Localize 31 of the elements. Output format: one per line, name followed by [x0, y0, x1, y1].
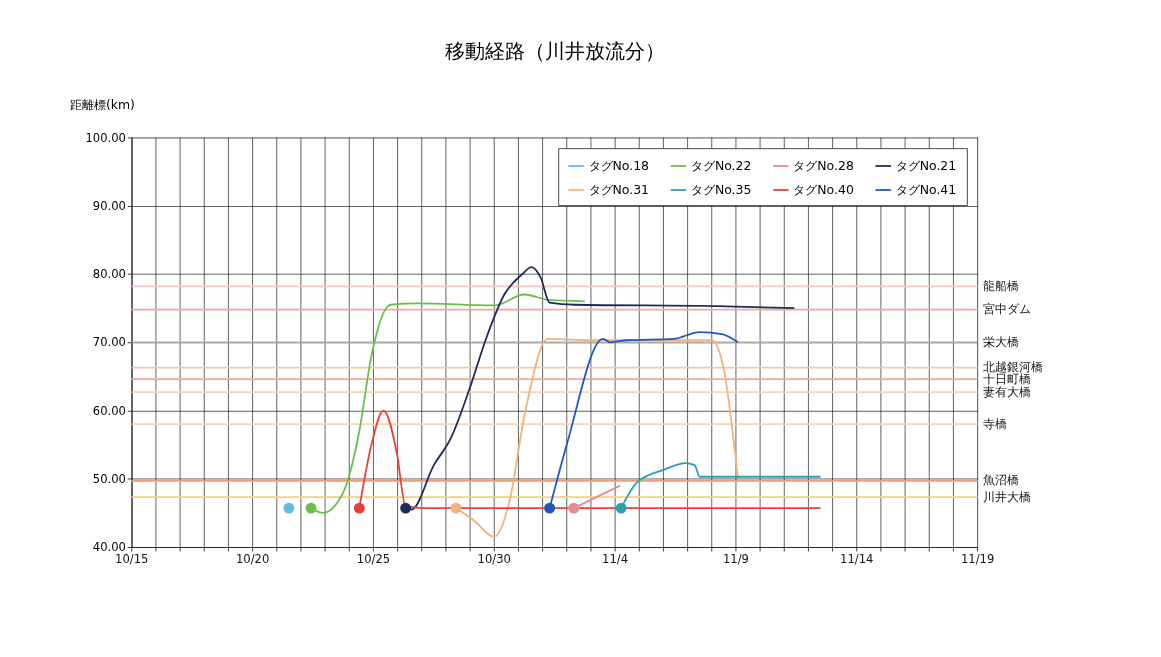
legend-label: タグNo.28 [793, 157, 854, 173]
legend-label: タグNo.41 [895, 181, 957, 197]
x-tick-label: 10/30 [477, 552, 511, 567]
x-tick-label: 10/15 [115, 552, 149, 567]
legend-label: タグNo.18 [588, 157, 650, 173]
legend-label: タグNo.31 [588, 181, 650, 197]
x-tick-label: 11/4 [602, 552, 629, 567]
ref-line-label: 宮中ダム [982, 301, 1031, 317]
legend-label: タグNo.21 [895, 157, 957, 173]
ref-line-label: 寺橋 [982, 415, 1007, 431]
legend-label: タグNo.22 [690, 157, 752, 173]
ref-line-label: 魚沼橋 [982, 472, 1019, 488]
y-tick-label: 80.00 [92, 267, 126, 282]
y-tick-label: 40.00 [92, 540, 126, 555]
y-tick-label: 60.00 [92, 403, 126, 418]
ref-line-label: 栄大橋 [982, 333, 1019, 349]
y-tick-label: 100.00 [85, 130, 126, 145]
legend-label: タグNo.35 [690, 181, 752, 197]
x-tick-label: 10/20 [235, 552, 270, 567]
ref-line-label: 川井大橋 [982, 488, 1031, 504]
chart-title: 移動経路（川井放流分） [444, 40, 665, 64]
y-tick-label: 50.00 [92, 471, 126, 486]
x-tick-label: 11/19 [960, 552, 995, 567]
x-tick-label: 10/25 [356, 552, 391, 567]
y-tick-label: 70.00 [92, 335, 126, 350]
y-tick-label: 90.00 [92, 198, 126, 213]
x-tick-label: 11/14 [840, 552, 874, 567]
y-axis-title: 距離標(km) [69, 96, 135, 112]
ref-line-label: 龍船橋 [982, 277, 1019, 293]
legend-label: タグNo.40 [793, 181, 854, 197]
x-tick-label: 11/9 [722, 552, 749, 567]
